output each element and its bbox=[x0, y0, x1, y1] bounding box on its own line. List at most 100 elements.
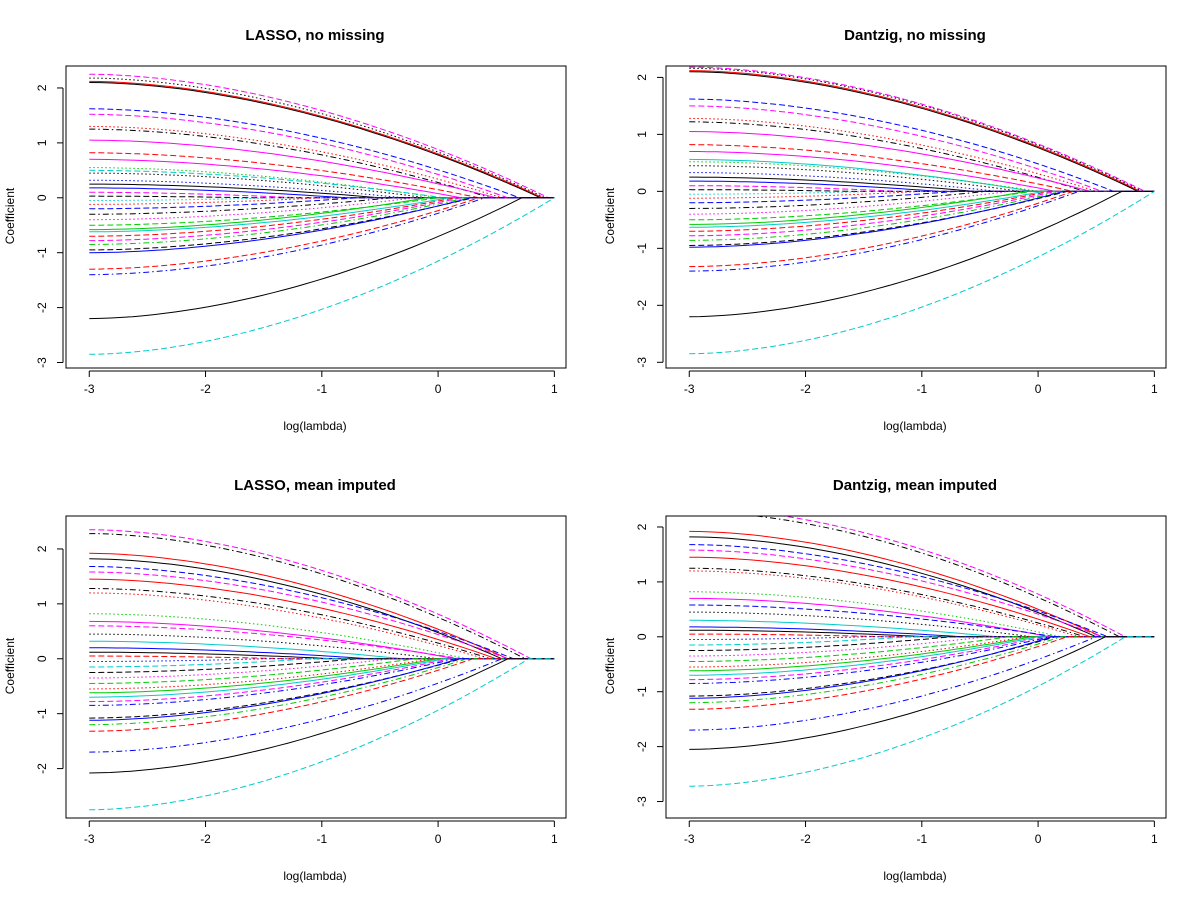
series-line-30 bbox=[89, 197, 555, 245]
series-line-28 bbox=[689, 636, 1155, 697]
series-group bbox=[689, 66, 1155, 355]
series-line-27 bbox=[689, 636, 1155, 684]
series-line-19 bbox=[689, 189, 1155, 192]
series-line-15 bbox=[89, 179, 555, 199]
series-line-25 bbox=[89, 197, 555, 226]
series-line-21 bbox=[689, 636, 1155, 657]
plot-frame bbox=[665, 65, 1167, 369]
y-axis-label: Coefficient bbox=[603, 187, 617, 244]
series-line-11 bbox=[89, 620, 555, 660]
plot-frame bbox=[665, 515, 1167, 819]
series-line-26 bbox=[689, 636, 1155, 681]
y-tick-label: 1 bbox=[35, 139, 49, 146]
series-line-22 bbox=[89, 197, 555, 210]
series-line-3 bbox=[689, 530, 1155, 638]
series-line-30 bbox=[89, 658, 555, 726]
series-line-34 bbox=[689, 636, 1155, 787]
x-axis-label: log(lambda) bbox=[283, 869, 346, 883]
series-line-8 bbox=[689, 121, 1155, 192]
x-tick-label: -3 bbox=[684, 382, 695, 396]
series-line-5 bbox=[689, 98, 1155, 192]
series-line-23 bbox=[89, 197, 555, 215]
series-line-17 bbox=[89, 187, 555, 199]
series-line-26 bbox=[89, 658, 555, 703]
series-line-10 bbox=[689, 144, 1155, 192]
series-line-7 bbox=[689, 117, 1155, 192]
x-axis-label: log(lambda) bbox=[883, 419, 946, 433]
series-line-17 bbox=[689, 633, 1155, 638]
x-tick-label: -1 bbox=[316, 382, 327, 396]
series-line-18 bbox=[689, 636, 1155, 640]
plot-area: -3 -2 -1 0 1 -2 -1 0 1 2 bbox=[35, 515, 567, 846]
series-line-7 bbox=[689, 556, 1155, 638]
series-line-14 bbox=[689, 165, 1155, 192]
series-line-34 bbox=[89, 658, 555, 811]
series-line-31 bbox=[689, 636, 1155, 710]
series-line-15 bbox=[689, 626, 1155, 638]
x-axis-label: log(lambda) bbox=[283, 419, 346, 433]
x-tick-label: -2 bbox=[800, 832, 811, 846]
y-tick-label: -1 bbox=[35, 708, 49, 719]
y-tick-label: -3 bbox=[635, 796, 649, 807]
y-tick-label: 0 bbox=[635, 188, 649, 195]
series-line-21 bbox=[89, 197, 555, 205]
series-line-15 bbox=[89, 647, 555, 660]
series-line-10 bbox=[89, 152, 555, 199]
series-line-25 bbox=[689, 636, 1155, 676]
series-line-12 bbox=[89, 625, 555, 660]
series-line-1 bbox=[780, 516, 1155, 638]
y-tick-label: 1 bbox=[635, 131, 649, 138]
series-line-26 bbox=[689, 190, 1155, 225]
x-tick-label: 0 bbox=[435, 832, 442, 846]
plot-area: -3 -2 -1 0 1 -3 -2 -1 0 1 2 bbox=[35, 65, 567, 396]
series-line-27 bbox=[89, 658, 555, 706]
series-line-5 bbox=[689, 544, 1155, 638]
y-tick-label: -3 bbox=[635, 357, 649, 368]
panel-title: Dantzig, mean imputed bbox=[833, 477, 997, 494]
series-line-27 bbox=[689, 190, 1155, 228]
series-line-33 bbox=[689, 190, 1155, 268]
series-line-4 bbox=[89, 558, 555, 660]
series-line-14 bbox=[689, 619, 1155, 638]
series-line-4 bbox=[689, 71, 1155, 192]
series-line-32 bbox=[689, 190, 1155, 248]
y-tick-label: 2 bbox=[35, 545, 49, 552]
series-line-32 bbox=[89, 658, 555, 753]
x-tick-label: 0 bbox=[1035, 382, 1042, 396]
plot-frame bbox=[65, 65, 567, 369]
plot-area: -3 -2 -1 0 1 -3 -2 -1 0 1 2 bbox=[635, 65, 1167, 396]
y-tick-label: 0 bbox=[35, 194, 49, 201]
y-axis-label: Coefficient bbox=[3, 187, 17, 244]
x-tick-label: -1 bbox=[316, 832, 327, 846]
series-line-14 bbox=[89, 172, 555, 199]
y-tick-label: 2 bbox=[35, 84, 49, 91]
series-line-5 bbox=[89, 566, 555, 660]
series-line-29 bbox=[89, 658, 555, 721]
series-line-31 bbox=[89, 197, 555, 251]
series-line-30 bbox=[689, 190, 1155, 241]
series-group bbox=[89, 529, 555, 811]
series-line-16 bbox=[689, 176, 1155, 192]
y-tick-label: 2 bbox=[635, 74, 649, 81]
series-line-35 bbox=[689, 190, 1155, 318]
series-line-25 bbox=[89, 658, 555, 698]
series-line-13 bbox=[89, 169, 555, 199]
series-line-2 bbox=[89, 77, 555, 199]
panel-dantzig-no-missing: Dantzig, no missing log(lambda) Coeffici… bbox=[603, 27, 986, 433]
x-axis-label: log(lambda) bbox=[883, 869, 946, 883]
series-line-3 bbox=[89, 80, 555, 199]
y-tick-label: -2 bbox=[35, 763, 49, 774]
series-line-17 bbox=[89, 655, 555, 660]
y-tick-label: -1 bbox=[35, 247, 49, 258]
panel-title: LASSO, no missing bbox=[245, 27, 384, 44]
series-line-11 bbox=[89, 158, 555, 199]
series-line-1 bbox=[689, 66, 1155, 192]
series-line-20 bbox=[89, 658, 555, 673]
y-tick-label: 0 bbox=[35, 655, 49, 662]
series-line-24 bbox=[689, 636, 1155, 672]
series-line-23 bbox=[89, 658, 555, 690]
series-line-18 bbox=[89, 658, 555, 662]
series-line-5 bbox=[89, 108, 555, 199]
series-line-23 bbox=[689, 636, 1155, 668]
